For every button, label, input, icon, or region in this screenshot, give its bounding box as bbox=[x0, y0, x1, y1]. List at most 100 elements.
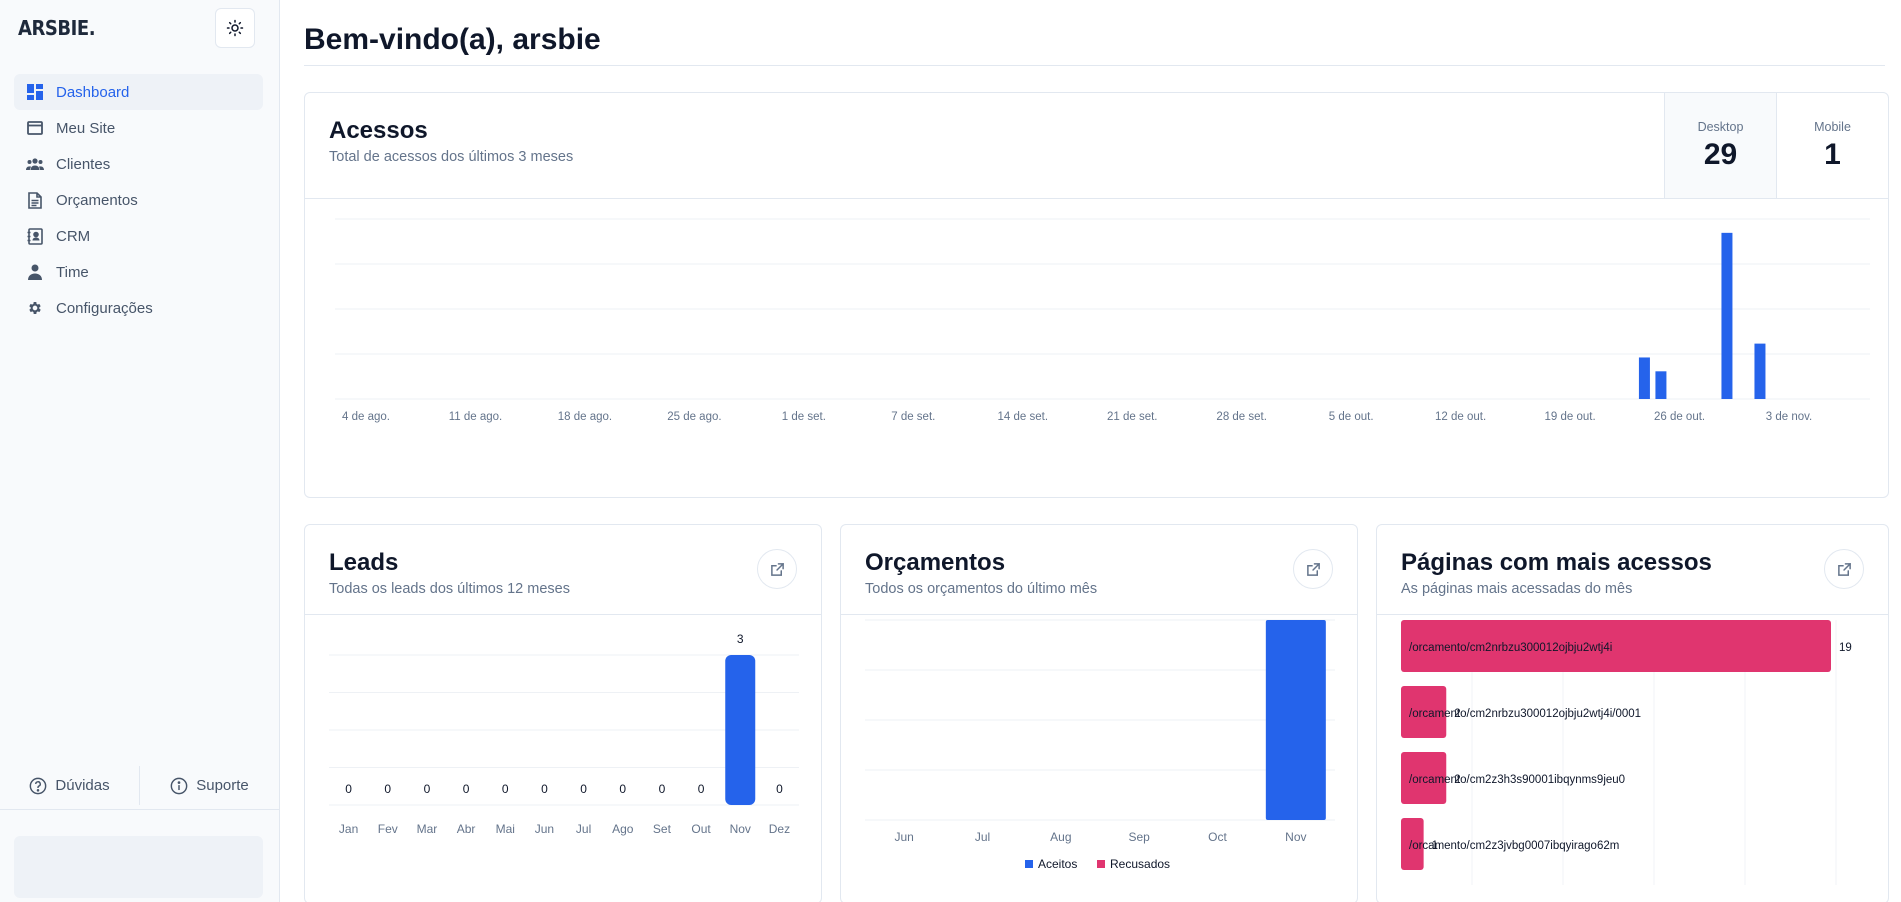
tick-label: Oct bbox=[1208, 830, 1227, 844]
sidebar-item-label: Configurações bbox=[56, 299, 153, 317]
person-icon bbox=[26, 263, 44, 281]
leads-card-header: Leads Todas os leads dos últimos 12 mese… bbox=[305, 525, 821, 615]
bar bbox=[1754, 343, 1766, 399]
logo[interactable]: ARSBIE. bbox=[18, 16, 96, 40]
paginas-card: Páginas com mais acessos As páginas mais… bbox=[1376, 524, 1889, 902]
legend-swatch bbox=[1025, 860, 1033, 868]
sidebar-nav: Dashboard Meu Site Clientes Orçamentos bbox=[0, 56, 279, 326]
sidebar-item-label: Clientes bbox=[56, 155, 111, 173]
sidebar-item-crm[interactable]: CRM bbox=[14, 218, 263, 254]
divider bbox=[139, 766, 140, 805]
tick-label: 1 de set. bbox=[782, 411, 826, 423]
mobile-value: 1 bbox=[1824, 137, 1841, 171]
tick-label: Jul bbox=[576, 822, 591, 836]
tick-label: Mar bbox=[417, 822, 438, 836]
data-label: 1 bbox=[1432, 840, 1438, 852]
paginas-subtitle: As páginas mais acessadas do mês bbox=[1401, 581, 1633, 597]
tick-label: 18 de ago. bbox=[558, 411, 612, 423]
orcamentos-open-button[interactable] bbox=[1293, 549, 1333, 589]
sidebar-item-label: Time bbox=[56, 263, 89, 281]
tick-label: 12 de out. bbox=[1435, 411, 1486, 423]
data-label: 0 bbox=[502, 782, 509, 796]
legend-label: Aceitos bbox=[1038, 857, 1077, 871]
orcamentos-title: Orçamentos bbox=[865, 549, 1006, 576]
page-title: Bem-vindo(a), arsbie bbox=[304, 0, 1885, 66]
external-link-icon bbox=[770, 562, 784, 576]
tick-label: Out bbox=[691, 822, 711, 836]
desktop-stat-tab[interactable]: Desktop 29 bbox=[1664, 93, 1776, 198]
paginas-open-button[interactable] bbox=[1824, 549, 1864, 589]
sidebar-item-time[interactable]: Time bbox=[14, 254, 263, 290]
tick-label: 3 de nov. bbox=[1766, 411, 1812, 423]
data-label: 3 bbox=[737, 632, 744, 646]
data-label: 0 bbox=[541, 782, 548, 796]
bar bbox=[1401, 818, 1424, 870]
orcamentos-card-header: Orçamentos Todos os orçamentos do último… bbox=[841, 525, 1357, 615]
sidebar-item-orcamentos[interactable]: Orçamentos bbox=[14, 182, 263, 218]
tick-label: Set bbox=[653, 822, 672, 836]
data-label: 0 bbox=[384, 782, 391, 796]
data-label: 0 bbox=[424, 782, 431, 796]
sidebar-item-label: CRM bbox=[56, 227, 91, 245]
sidebar-item-clientes[interactable]: Clientes bbox=[14, 146, 263, 182]
tick-label: 14 de set. bbox=[998, 411, 1049, 423]
tick-label: Mai bbox=[496, 822, 515, 836]
tick-label: 19 de out. bbox=[1544, 411, 1595, 423]
info-circle-icon bbox=[170, 777, 188, 795]
tick-label: Jan bbox=[339, 822, 358, 836]
orcamentos-subtitle: Todos os orçamentos do último mês bbox=[865, 581, 1098, 597]
tick-label: Ago bbox=[612, 822, 634, 836]
tick-label: 7 de set. bbox=[891, 411, 935, 423]
data-label: 19 bbox=[1839, 642, 1852, 654]
tick-label: 11 de ago. bbox=[449, 411, 503, 423]
orcamentos-card: Orçamentos Todos os orçamentos do último… bbox=[840, 524, 1358, 902]
bar bbox=[1401, 686, 1447, 738]
users-icon bbox=[26, 155, 44, 173]
sidebar-item-meu-site[interactable]: Meu Site bbox=[14, 110, 263, 146]
acessos-card: Acessos Total de acessos dos últimos 3 m… bbox=[304, 92, 1889, 498]
sidebar-item-dashboard[interactable]: Dashboard bbox=[14, 74, 263, 110]
tick-label: 28 de set. bbox=[1216, 411, 1267, 423]
question-circle-icon bbox=[29, 777, 47, 795]
theme-toggle-button[interactable] bbox=[215, 8, 255, 48]
paginas-card-header: Páginas com mais acessos As páginas mais… bbox=[1377, 525, 1888, 615]
leads-subtitle: Todas os leads dos últimos 12 meses bbox=[329, 581, 570, 597]
sun-icon bbox=[226, 19, 244, 37]
mobile-stat-tab[interactable]: Mobile 1 bbox=[1776, 93, 1888, 198]
bar-label: /orcamento/cm2nrbzu300012ojbju2wtj4i bbox=[1409, 642, 1612, 654]
leads-card: Leads Todas os leads dos últimos 12 mese… bbox=[304, 524, 822, 902]
data-label: 0 bbox=[345, 782, 352, 796]
contact-card-icon bbox=[26, 227, 44, 245]
acessos-card-header: Acessos Total de acessos dos últimos 3 m… bbox=[305, 93, 1888, 199]
sidebar-item-configuracoes[interactable]: Configurações bbox=[14, 290, 263, 326]
leads-chart: 0 Jan 0 Fev 0 Mar 0 Abr 0 Mai 0 Jun 0 Jul 0 Ago 0 Set 0 Out… bbox=[329, 632, 799, 836]
tick-label: 21 de set. bbox=[1107, 411, 1158, 423]
help-link[interactable]: Dúvidas bbox=[0, 762, 139, 809]
bar bbox=[1265, 620, 1326, 820]
data-label: 2 bbox=[1454, 708, 1460, 720]
gear-icon bbox=[26, 299, 44, 317]
bar bbox=[1655, 371, 1667, 399]
device-stats: Desktop 29 Mobile 1 bbox=[1664, 93, 1888, 198]
tick-label: 25 de ago. bbox=[667, 411, 721, 423]
user-profile-placeholder[interactable] bbox=[14, 836, 263, 898]
bar bbox=[1638, 357, 1650, 399]
tick-label: Aug bbox=[1050, 830, 1071, 844]
support-label: Suporte bbox=[196, 777, 249, 794]
sidebar-header: ARSBIE. bbox=[0, 0, 279, 56]
legend-swatch bbox=[1097, 860, 1105, 868]
bar bbox=[725, 655, 756, 805]
data-label: 0 bbox=[776, 782, 783, 796]
data-label: 0 bbox=[580, 782, 587, 796]
browser-window-icon bbox=[26, 119, 44, 137]
leads-title: Leads bbox=[329, 549, 399, 576]
leads-open-button[interactable] bbox=[757, 549, 797, 589]
tick-label: Sep bbox=[1128, 830, 1150, 844]
tick-label: Jul bbox=[975, 830, 990, 844]
desktop-label: Desktop bbox=[1697, 119, 1744, 134]
tick-label: 5 de out. bbox=[1329, 411, 1374, 423]
bar bbox=[1401, 620, 1831, 672]
tick-label: Abr bbox=[457, 822, 476, 836]
support-link[interactable]: Suporte bbox=[140, 762, 279, 809]
document-icon bbox=[26, 191, 44, 209]
